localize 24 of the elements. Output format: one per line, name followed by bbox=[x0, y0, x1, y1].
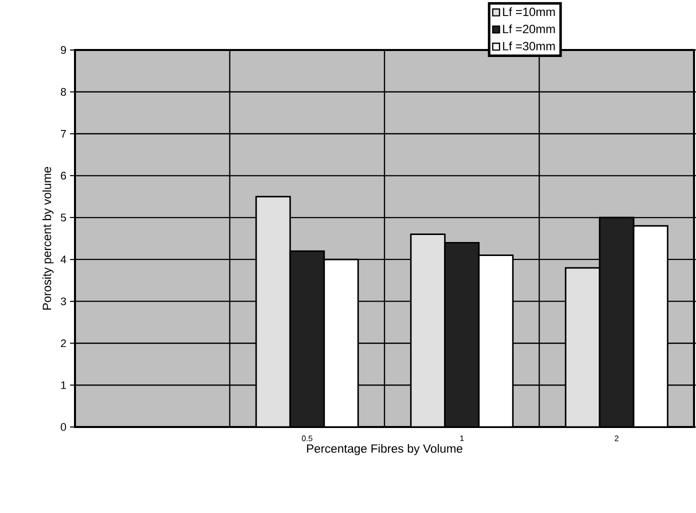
bar bbox=[598, 216, 634, 427]
y-tick-label: 9 bbox=[60, 46, 66, 54]
x-axis-title: Percentage Fibres by Volume bbox=[307, 444, 462, 456]
y-tick-label: 1 bbox=[61, 381, 66, 389]
bar bbox=[478, 254, 514, 427]
y-tick-label: 7 bbox=[60, 130, 66, 138]
y-tick-label: 6 bbox=[60, 172, 66, 180]
bar bbox=[410, 234, 446, 427]
bar bbox=[632, 225, 668, 427]
y-tick-label: 3 bbox=[60, 297, 66, 306]
bar bbox=[564, 267, 600, 427]
y-tick-label: 8 bbox=[60, 88, 66, 96]
y-tick-label: 4 bbox=[60, 256, 66, 264]
bar bbox=[323, 258, 359, 427]
y-tick-label: 2 bbox=[60, 339, 66, 348]
bar bbox=[444, 242, 480, 427]
bar bbox=[289, 250, 325, 427]
y-tick-label: 5 bbox=[60, 214, 66, 222]
y-axis-title: Porosity percent by volume bbox=[42, 166, 54, 310]
legend-label: Lf =10mm bbox=[503, 7, 555, 16]
legend-label: Lf =30mm bbox=[503, 42, 555, 50]
legend-label: Lf =20mm bbox=[503, 24, 555, 34]
bar bbox=[255, 196, 291, 427]
y-tick-label: 0 bbox=[60, 423, 66, 431]
